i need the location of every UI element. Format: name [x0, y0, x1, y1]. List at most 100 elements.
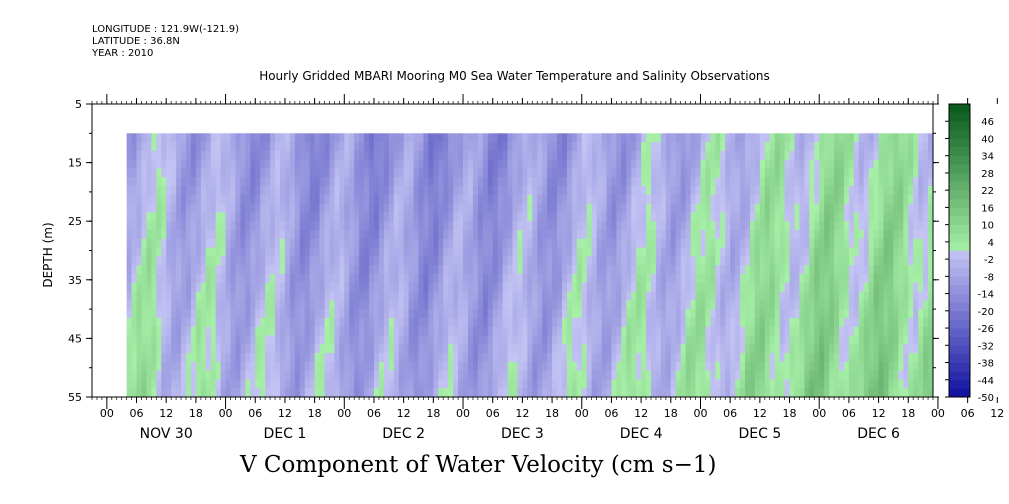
- heat-cell: [557, 212, 563, 222]
- heat-cell: [393, 361, 400, 372]
- heat-cell: [166, 142, 172, 152]
- heat-cell: [804, 142, 810, 152]
- heat-cell: [136, 291, 142, 301]
- heat-cell: [883, 353, 889, 363]
- heat-cell: [423, 142, 429, 152]
- heat-cell: [606, 309, 612, 319]
- heat-cell: [364, 247, 370, 257]
- heat-cell: [853, 291, 860, 301]
- heat-cell: [843, 186, 850, 196]
- heat-cell: [260, 335, 266, 345]
- heat-cell: [576, 168, 583, 178]
- heat-cell: [250, 238, 256, 248]
- heat-cell: [819, 150, 825, 161]
- heat-cell: [665, 326, 672, 336]
- heat-cell: [507, 194, 513, 205]
- heat-cell: [240, 326, 246, 336]
- heat-cell: [319, 133, 325, 143]
- heat-cell: [784, 370, 790, 380]
- heat-cell: [398, 238, 405, 248]
- heat-cell: [527, 361, 533, 372]
- heat-cell: [710, 229, 716, 240]
- heat-cell: [720, 291, 726, 301]
- heat-cell: [928, 265, 934, 275]
- heat-cell: [829, 194, 835, 205]
- heat-cell: [908, 282, 914, 292]
- heat-cell: [641, 238, 647, 248]
- heat-cell: [284, 370, 291, 380]
- heat-cell: [779, 300, 785, 310]
- heat-cell: [715, 344, 721, 354]
- heat-cell: [819, 300, 825, 310]
- heat-cell: [403, 361, 410, 372]
- heat-cell: [413, 256, 419, 266]
- heat-cell: [294, 256, 301, 266]
- heat-cell: [547, 221, 553, 231]
- heat-cell: [250, 186, 256, 196]
- heat-cell: [230, 335, 236, 345]
- heat-cell: [200, 142, 207, 152]
- heat-cell: [195, 282, 202, 292]
- heat-cell: [839, 159, 845, 169]
- heat-cell: [878, 177, 884, 187]
- heat-cell: [299, 291, 306, 301]
- heat-cell: [903, 229, 909, 240]
- heat-cell: [878, 247, 884, 257]
- heat-cell: [260, 379, 266, 389]
- heat-cell: [334, 291, 340, 301]
- heat-cell: [754, 265, 761, 275]
- heat-cell: [329, 203, 335, 213]
- heat-cell: [339, 344, 345, 354]
- heat-cell: [131, 159, 137, 169]
- heat-cell: [156, 379, 162, 389]
- heat-cell: [665, 388, 672, 398]
- heat-cell: [156, 212, 162, 222]
- heat-cell: [527, 317, 533, 328]
- heat-cell: [695, 186, 701, 196]
- heat-cell: [512, 159, 518, 169]
- heat-cell: [166, 256, 172, 266]
- heat-cell: [918, 309, 924, 319]
- heat-cell: [616, 273, 622, 284]
- heat-cell: [359, 247, 365, 257]
- heat-cell: [641, 300, 647, 310]
- heat-cell: [344, 203, 350, 213]
- heat-cell: [715, 335, 721, 345]
- heat-cell: [557, 142, 563, 152]
- heat-cell: [863, 326, 870, 336]
- heat-cell: [438, 379, 444, 389]
- heat-cell: [195, 344, 202, 354]
- heat-cell: [913, 370, 919, 380]
- heat-cell: [190, 142, 197, 152]
- heat-cell: [334, 229, 340, 240]
- heat-cell: [888, 361, 894, 372]
- heat-cell: [685, 379, 691, 389]
- heat-cell: [655, 150, 662, 161]
- heat-cell: [804, 344, 810, 354]
- heat-cell: [265, 309, 271, 319]
- heat-cell: [398, 256, 405, 266]
- heat-cell: [299, 326, 306, 336]
- heat-cell: [299, 203, 306, 213]
- heat-cell: [868, 353, 875, 363]
- heat-cell: [448, 344, 454, 354]
- heat-cell: [497, 238, 504, 248]
- heat-cell: [225, 256, 231, 266]
- heat-cell: [745, 142, 751, 152]
- heat-cell: [863, 265, 870, 275]
- heat-cell: [339, 247, 345, 257]
- heat-cell: [334, 203, 340, 213]
- heat-cell: [794, 344, 800, 354]
- heat-cell: [695, 300, 701, 310]
- heat-cell: [581, 133, 588, 143]
- heat-cell: [804, 168, 810, 178]
- heat-cell: [769, 265, 776, 275]
- heat-cell: [606, 317, 612, 328]
- heat-cell: [245, 229, 251, 240]
- heat-cell: [591, 229, 597, 240]
- heat-cell: [463, 142, 469, 152]
- heat-cell: [438, 388, 444, 398]
- heat-cell: [868, 203, 875, 213]
- heat-cell: [848, 177, 855, 187]
- heat-cell: [131, 335, 137, 345]
